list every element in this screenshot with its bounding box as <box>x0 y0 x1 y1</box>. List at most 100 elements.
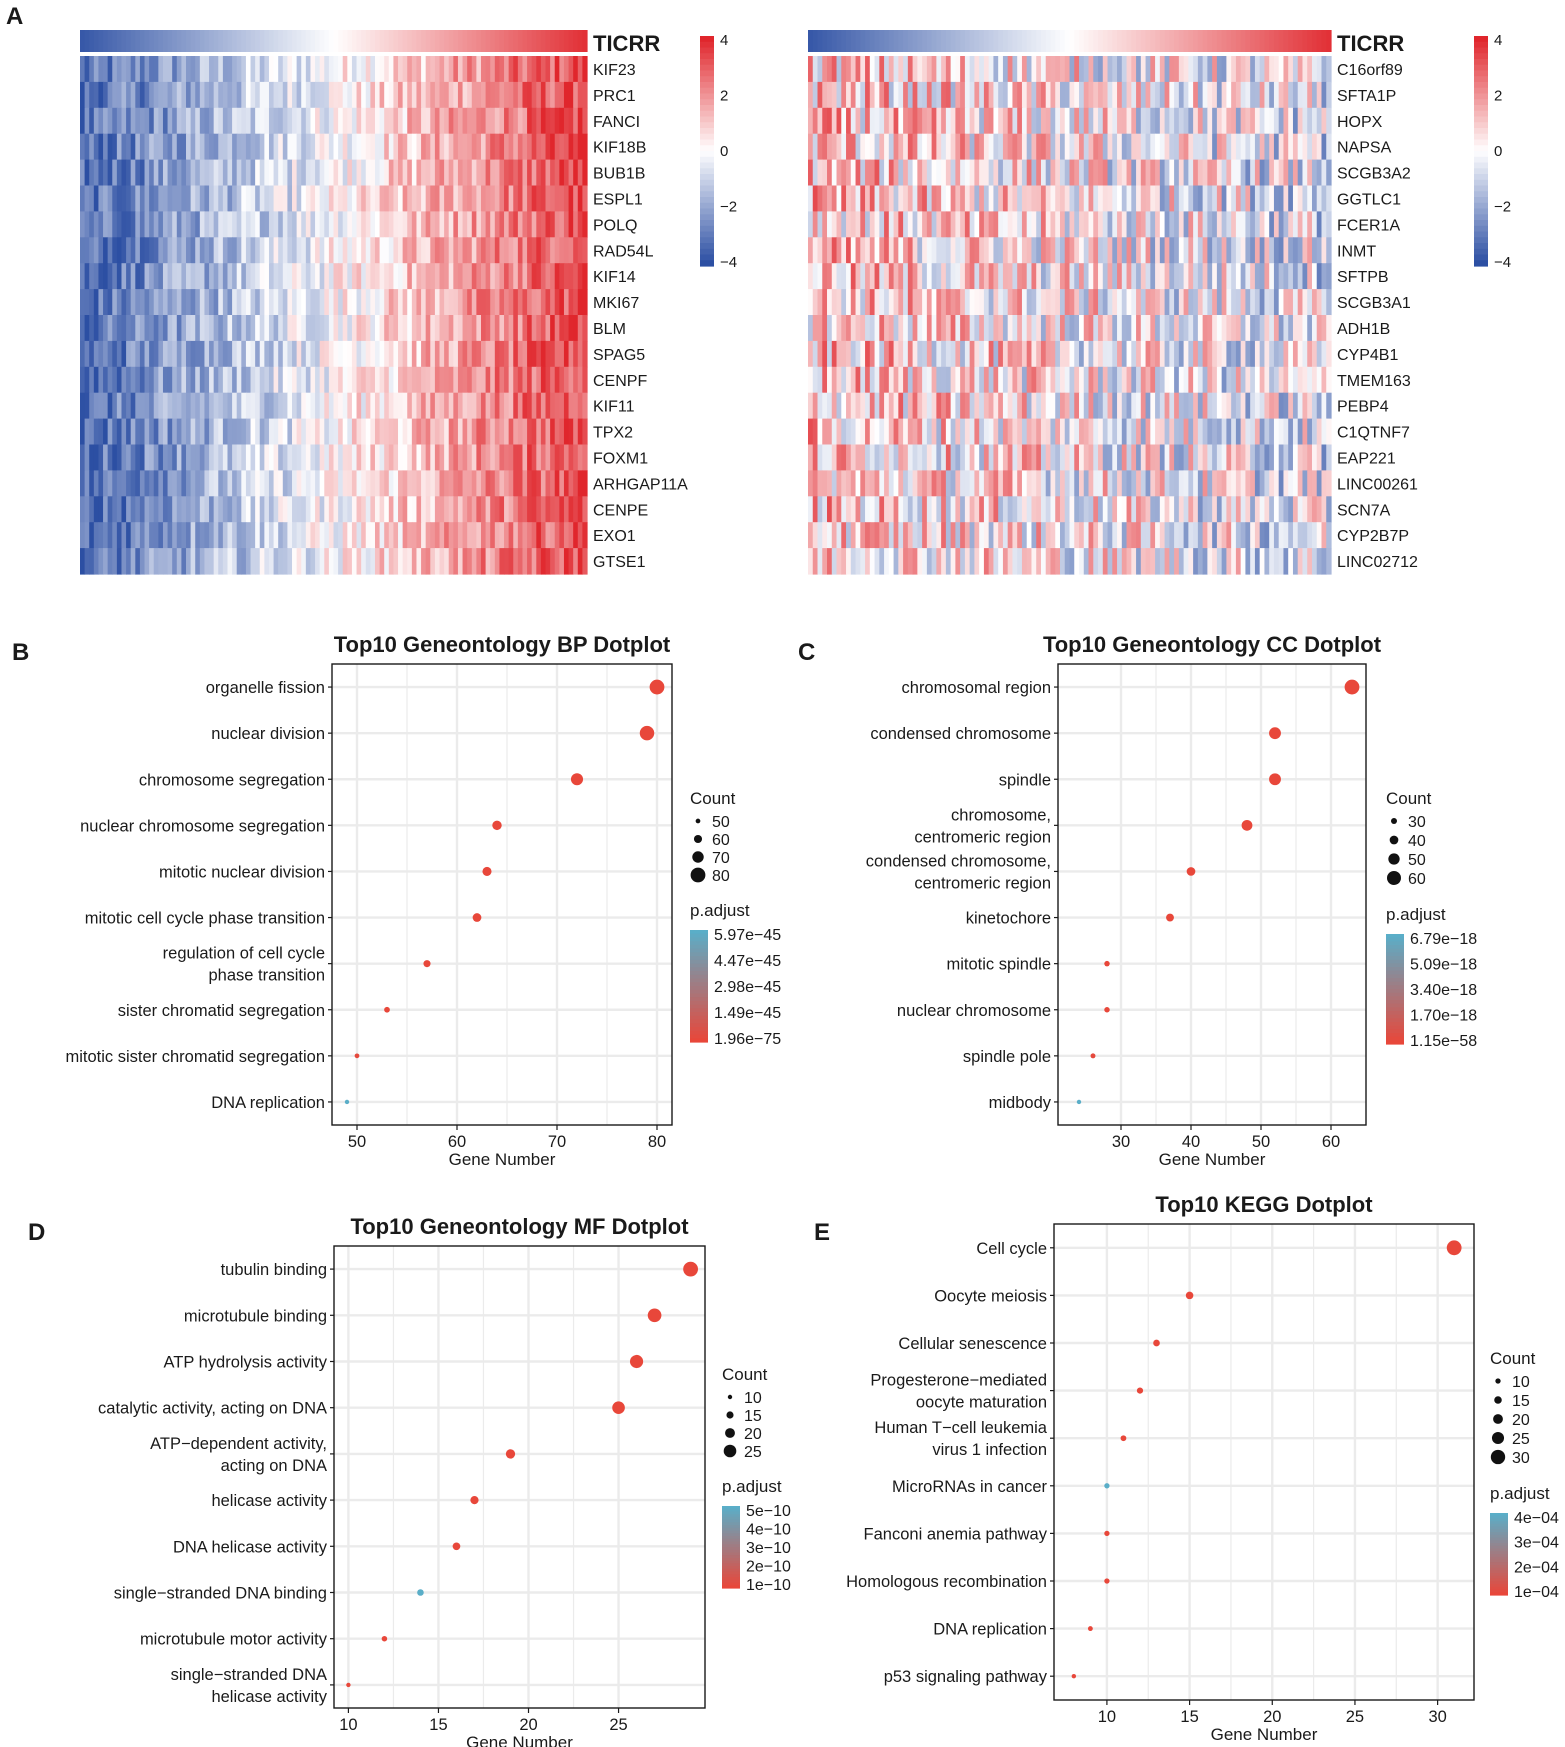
heatmap-cell <box>1031 289 1037 316</box>
heatmap-cell <box>315 289 321 316</box>
heatmap-cell <box>1240 418 1247 446</box>
heatmap-cell <box>893 392 899 420</box>
heatmap-cell <box>167 263 173 290</box>
heatmap-cell <box>550 548 556 575</box>
heatmap-cell <box>988 237 995 264</box>
heatmap-cell <box>1074 237 1080 264</box>
heatmap-cell <box>517 392 524 420</box>
heatmap-cell <box>103 340 109 368</box>
heatmap-cell <box>1074 366 1080 394</box>
heatmap-cell <box>93 418 100 446</box>
heatmap-cell <box>846 418 852 446</box>
heatmap-cell <box>416 522 422 549</box>
heatmap-cell <box>351 107 358 135</box>
heatmap-cell <box>1040 444 1047 471</box>
heatmap-cell <box>241 289 247 316</box>
heatmap-cell <box>273 237 279 264</box>
heatmap-cell <box>93 444 100 471</box>
heatmap-cell <box>1326 159 1332 187</box>
heatmap-cell <box>1183 340 1189 368</box>
heatmap-cell <box>227 133 233 161</box>
heatmap-cell <box>1012 444 1018 471</box>
heatmap-cell <box>209 418 215 446</box>
heatmap-cell <box>550 133 556 161</box>
heatmap-cell <box>527 418 533 446</box>
heatmap-cell <box>236 340 242 368</box>
category-label-line: mitotic sister chromatid segregation <box>65 1048 325 1066</box>
category-label: kinetochore <box>966 910 1051 928</box>
colorbar-segment <box>1474 59 1488 66</box>
heatmap-cell <box>998 418 1004 446</box>
heatmap-cell <box>903 289 909 316</box>
heatmap-cell <box>508 522 514 549</box>
heatmap-cell <box>860 548 866 575</box>
heatmap-cell <box>393 133 399 161</box>
heatmap-cell <box>361 418 367 446</box>
ticrr-annotation-cell <box>1007 30 1014 52</box>
heatmap-cell <box>232 496 238 523</box>
heatmap-cell <box>513 289 519 316</box>
heatmap-cell <box>494 496 501 523</box>
heatmap-cell <box>176 289 182 316</box>
ticrr-annotation-cell <box>1278 30 1285 52</box>
heatmap-cell <box>960 263 966 290</box>
heatmap-cell <box>181 211 187 238</box>
category-label-line: condensed chromosome, <box>866 852 1051 870</box>
heatmap-cell <box>917 107 923 135</box>
heatmap-cell <box>245 289 252 316</box>
heatmap-cell <box>1098 470 1104 497</box>
heatmap-cell <box>218 56 224 83</box>
heatmap-cell <box>831 444 838 471</box>
heatmap-cell <box>453 185 459 212</box>
ticrr-annotation-cell <box>1150 30 1156 52</box>
heatmap-cell <box>1188 548 1194 575</box>
ticrr-annotation-cell <box>287 30 293 52</box>
heatmap-cell <box>411 548 418 575</box>
ticrr-annotation-cell <box>1221 30 1227 52</box>
heatmap-cell <box>827 133 833 161</box>
heatmap-cell <box>89 159 95 187</box>
heatmap-cell <box>536 366 542 394</box>
heatmap-cell <box>573 289 579 316</box>
heatmap-cell <box>1050 263 1056 290</box>
heatmap-cell <box>1155 81 1161 109</box>
heatmap-cell <box>268 496 275 523</box>
heatmap-cell <box>328 56 335 83</box>
heatmap-cell <box>342 548 348 575</box>
heatmap-cell <box>1026 107 1033 135</box>
heatmap-cell <box>941 418 947 446</box>
heatmap-cell <box>149 548 155 575</box>
heatmap-cell <box>333 133 339 161</box>
heatmap-cell <box>218 418 224 446</box>
heatmap-cell <box>89 56 95 83</box>
heatmap-cell <box>1216 107 1223 135</box>
heatmap-cell <box>822 133 828 161</box>
x-tick-label: 50 <box>348 1133 366 1151</box>
ticrr-annotation-cell <box>950 30 956 52</box>
heatmap-cell <box>1064 211 1071 238</box>
heatmap-cell <box>912 418 918 446</box>
heatmap-cell <box>993 366 999 394</box>
heatmap-cell <box>338 159 344 187</box>
heatmap-cell <box>80 470 86 497</box>
heatmap-cell <box>1083 237 1090 264</box>
heatmap-cell <box>1174 470 1180 497</box>
heatmap-cell <box>964 133 971 161</box>
heatmap-cell <box>407 56 413 83</box>
heatmap-cell <box>421 237 427 264</box>
heatmap-cell <box>1002 496 1009 523</box>
heatmap-cell <box>1079 133 1085 161</box>
heatmap-cell <box>1240 548 1247 575</box>
heatmap-cell <box>831 340 838 368</box>
heatmap-cell <box>172 289 178 316</box>
heatmap-cell <box>1140 548 1147 575</box>
heatmap-cell <box>955 263 961 290</box>
heatmap-cell <box>388 289 395 316</box>
heatmap-cell <box>1036 81 1042 109</box>
heatmap-cell <box>227 185 233 212</box>
heatmap-cell <box>550 366 556 394</box>
heatmap-cell <box>190 185 196 212</box>
heatmap-cell <box>936 392 942 420</box>
heatmap-cell <box>1169 159 1175 187</box>
heatmap-cell <box>84 444 90 471</box>
